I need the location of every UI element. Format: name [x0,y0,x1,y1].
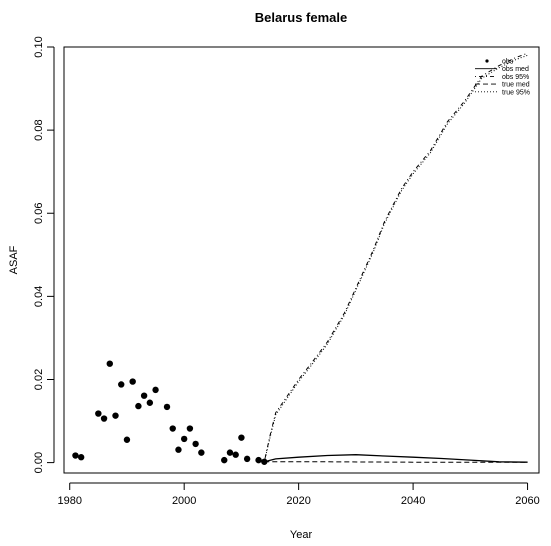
legend-key [485,59,489,63]
y-axis-label: ASAF [8,245,20,274]
plot-frame [63,46,540,474]
obs-point [232,451,239,458]
obs-point [192,440,199,448]
obs-point [198,449,205,456]
obs-point [140,392,148,399]
legend-label: obs med [502,66,529,73]
obs-point [163,403,171,411]
obs-point [72,452,79,459]
x-tick-label: 2040 [401,495,425,507]
obs-points [72,360,268,465]
series-line-obs-95 [263,52,528,462]
x-axis: 1980 2000 2020 2040 2060 [57,482,540,507]
obs-point [175,446,182,453]
obs-point [100,415,108,422]
y-tick-label: 0.04 [33,286,45,307]
series-line-true-95 [263,54,528,462]
obs-point [135,402,142,410]
obs-point [106,360,113,367]
y-axis: 0.00 0.02 0.04 0.06 0.08 0.10 [33,36,55,473]
obs-point [123,436,131,443]
chart-title: Belarus female [255,10,348,25]
y-tick-label: 0.10 [33,36,45,57]
obs-point [152,386,159,394]
x-tick-label: 2060 [515,495,539,507]
obs-point [118,381,125,388]
y-tick-label: 0.08 [33,119,45,140]
obs-point [226,449,234,456]
y-tick-label: 0.02 [33,369,45,390]
obs-point [112,412,119,419]
x-tick-label: 1980 [57,495,81,507]
obs-point [146,399,154,406]
obs-point [180,435,188,443]
y-tick-label: 0.00 [33,452,45,473]
obs-point [169,425,176,432]
legend-label: obs 95% [502,74,529,81]
x-tick-label: 2020 [286,495,310,507]
obs-point [77,454,85,461]
obs-point [221,456,228,464]
legend-label: obs [502,59,514,66]
x-tick-label: 2000 [172,495,196,507]
series-line-obs-med [264,454,528,463]
obs-point [95,410,102,417]
legend-label: true 95% [502,89,530,96]
obs-point [255,456,262,464]
obs-point [238,434,245,441]
obs-point [186,425,194,432]
series-lines [263,52,528,463]
obs-point [243,455,251,463]
obs-point [129,378,136,385]
y-tick-label: 0.06 [33,203,45,224]
legend-label: true med [502,82,530,89]
obs-point [261,458,268,465]
x-axis-label: Year [290,529,313,541]
